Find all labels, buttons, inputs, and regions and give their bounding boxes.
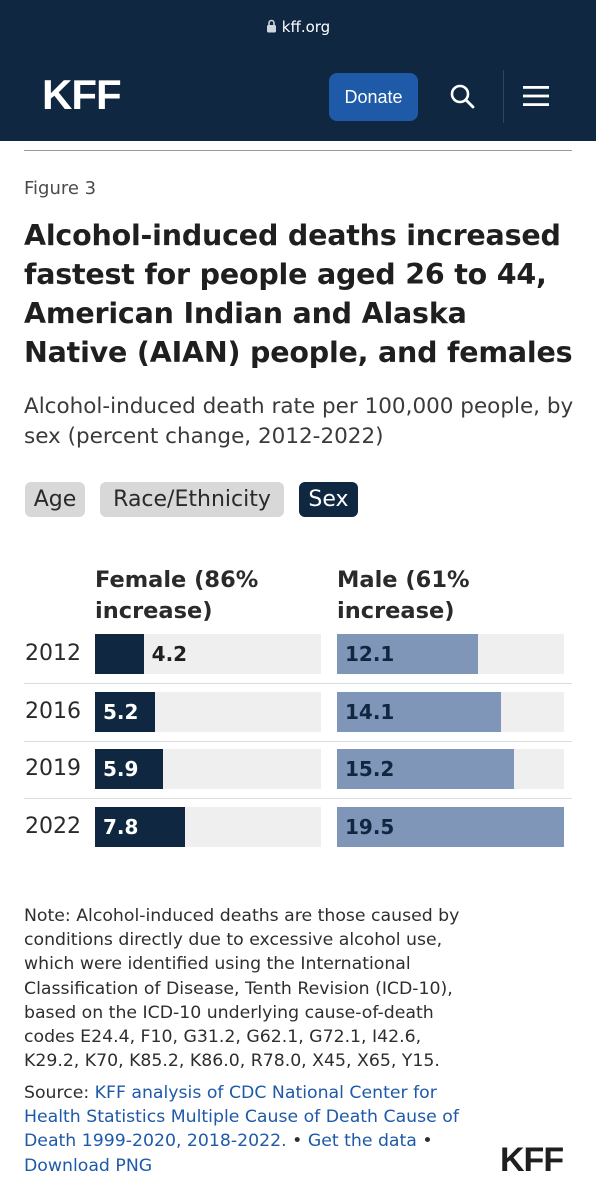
figure-title: Alcohol-induced deaths increased fastest… [24, 219, 573, 369]
male-bar [337, 634, 478, 674]
separator: • [416, 1131, 433, 1152]
nav-divider [503, 70, 504, 123]
chart-note: Note: Alcohol-induced deaths are those c… [24, 906, 460, 1072]
chart-source: Source: KFF analysis of CDC National Cen… [24, 1081, 474, 1178]
female-bar [95, 691, 156, 732]
tab-sex[interactable]: Sex [299, 482, 358, 517]
bar-chart: 2012 4.2 12.1 2016 5.2 14.1 2019 5.9 15.2 2022 7.8… [0, 630, 596, 850]
female-bar [95, 634, 144, 674]
site-header: kff.org KFF Donate [0, 0, 596, 141]
lock-icon [266, 19, 277, 37]
download-png-link[interactable]: Download PNG [24, 1155, 153, 1176]
divider [24, 150, 572, 151]
figure-label: Figure 3 [24, 178, 97, 199]
menu-button[interactable] [518, 80, 554, 116]
female-value-label: 5.9 [103, 757, 139, 781]
year-label: 2022 [25, 813, 81, 839]
search-button[interactable] [442, 80, 482, 116]
male-value-label: 15.2 [345, 757, 395, 781]
male-column-header: Male (61% increase) [337, 567, 470, 624]
row-divider [24, 740, 572, 742]
year-label: 2019 [25, 756, 81, 781]
male-bar [337, 749, 514, 789]
female-bar [95, 806, 186, 847]
footer-kff-logo: KFF [500, 1141, 564, 1179]
year-label: 2016 [25, 698, 81, 724]
row-divider [24, 798, 572, 799]
hamburger-menu-icon [522, 84, 550, 112]
row-divider [24, 683, 572, 684]
search-icon [449, 83, 475, 113]
male-value-label: 12.1 [345, 642, 395, 666]
donate-button[interactable]: Donate [329, 73, 418, 121]
get-data-link[interactable]: Get the data [307, 1131, 417, 1152]
male-value-label: 14.1 [345, 699, 395, 724]
source-prefix: Source: [24, 1083, 95, 1103]
female-value-label: 5.2 [103, 699, 139, 724]
male-value-label: 19.5 [345, 814, 395, 839]
female-bar [95, 749, 164, 789]
male-bar [337, 806, 564, 847]
tab-age[interactable]: Age [25, 482, 85, 517]
figure-subtitle: Alcohol-induced death rate per 100,000 p… [24, 394, 574, 449]
kff-logo[interactable]: KFF [42, 71, 122, 118]
address-bar[interactable]: kff.org [0, 18, 596, 37]
source-link[interactable]: KFF analysis of CDC National Center for … [24, 1083, 459, 1152]
female-value-label: 7.8 [103, 814, 139, 839]
female-value-label: 4.2 [151, 642, 188, 666]
separator: • [286, 1131, 308, 1152]
url-text: kff.org [281, 18, 331, 36]
tab-race-ethnicity[interactable]: Race/Ethnicity [100, 482, 284, 517]
male-bar [337, 691, 502, 732]
year-label: 2012 [25, 641, 81, 666]
female-column-header: Female (86% increase) [95, 567, 259, 624]
